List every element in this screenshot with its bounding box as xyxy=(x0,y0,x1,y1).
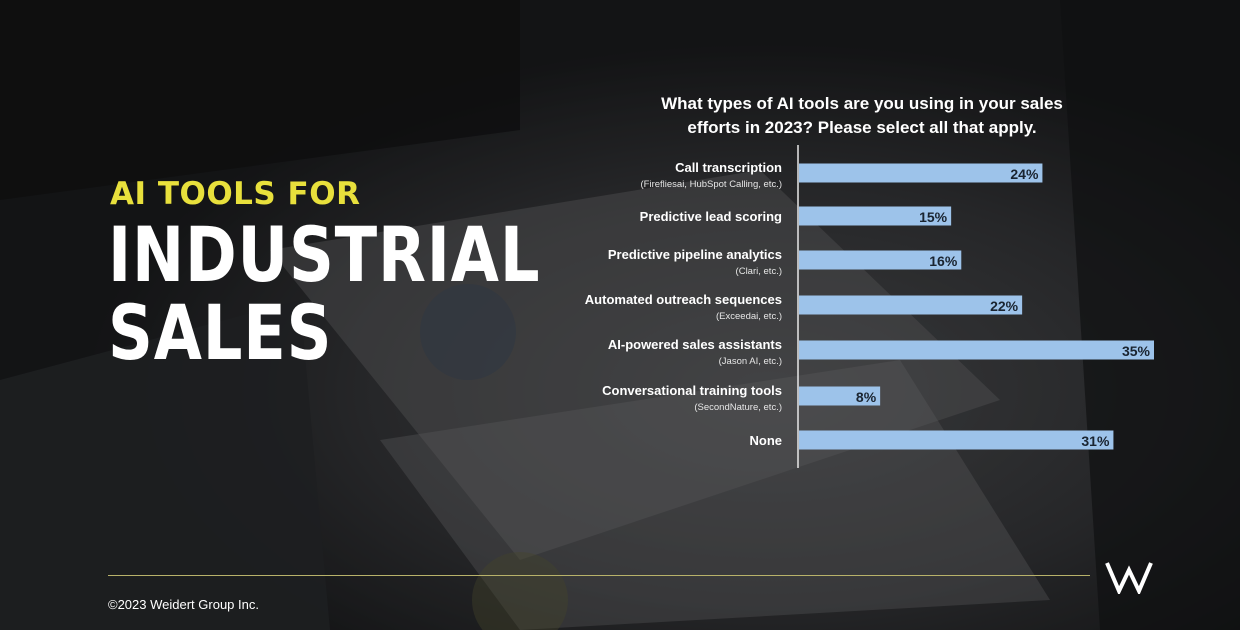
headline-line-1: INDUSTRIAL xyxy=(108,210,541,299)
bar-value-label: 8% xyxy=(856,389,877,405)
category-label: Predictive lead scoring xyxy=(640,209,782,224)
chart-title-line: What types of AI tools are you using in … xyxy=(661,94,1063,113)
category-label: AI-powered sales assistants xyxy=(608,337,782,352)
footer-divider xyxy=(108,575,1090,576)
bar-0 xyxy=(799,163,1043,183)
bar-value-label: 22% xyxy=(990,298,1019,314)
bar-value-label: 16% xyxy=(929,253,958,269)
category-sublabel: (Clari, etc.) xyxy=(736,266,782,277)
weidert-w-logo-icon xyxy=(1105,562,1153,594)
slide-kicker: AI TOOLS FOR xyxy=(110,176,361,212)
bar-2 xyxy=(799,250,962,270)
bar-5 xyxy=(799,386,881,406)
category-label: None xyxy=(750,433,783,448)
category-label: Automated outreach sequences xyxy=(585,292,782,307)
bar-value-label: 15% xyxy=(919,209,948,225)
category-sublabel: (Exceedai, etc.) xyxy=(716,311,782,322)
headline-line-2: SALES xyxy=(108,288,333,377)
category-sublabel: (SecondNature, etc.) xyxy=(694,402,782,413)
bar-value-label: 31% xyxy=(1081,433,1110,449)
copyright-text: ©2023 Weidert Group Inc. xyxy=(108,597,259,612)
category-label: Call transcription xyxy=(675,160,782,175)
bar-3 xyxy=(799,295,1023,315)
bar-4 xyxy=(799,340,1154,360)
bar-6 xyxy=(799,430,1114,450)
bar-value-label: 24% xyxy=(1010,166,1039,182)
category-label: Conversational training tools xyxy=(602,383,782,398)
category-label: Predictive pipeline analytics xyxy=(608,247,782,262)
category-sublabel: (Jason AI, etc.) xyxy=(719,356,782,367)
bar-1 xyxy=(799,206,952,226)
bar-value-label: 35% xyxy=(1122,343,1151,359)
category-sublabel: (Firefliesai, HubSpot Calling, etc.) xyxy=(641,179,783,190)
chart-title-line: efforts in 2023? Please select all that … xyxy=(687,118,1036,137)
slide-headline: INDUSTRIAL SALES xyxy=(108,216,540,372)
